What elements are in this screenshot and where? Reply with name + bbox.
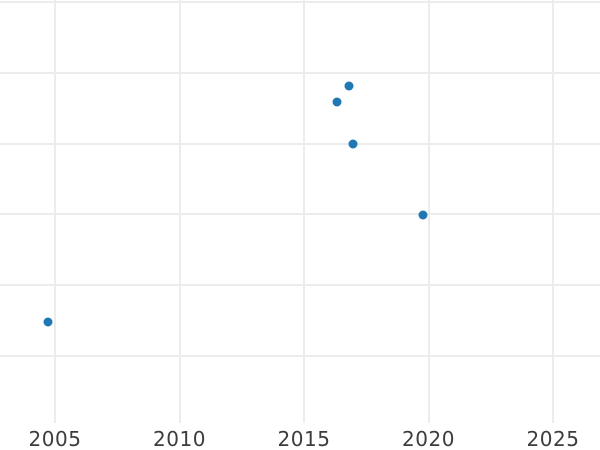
y-gridline [0,1,600,3]
data-point [348,139,358,149]
y-gridline [0,284,600,287]
data-point [332,97,342,107]
x-tick-label: 2025 [526,427,580,450]
data-point [344,81,354,91]
x-tick-label: 2010 [153,427,206,450]
plot-area [0,0,600,425]
x-gridline [303,0,305,423]
y-gridline [0,71,600,74]
x-tick-label: 2015 [277,427,331,450]
data-point [43,317,53,327]
x-tick-label: 2020 [402,427,455,450]
y-gridline [0,213,600,216]
x-gridline [178,0,181,423]
data-point [418,210,428,220]
y-gridline [0,142,600,145]
x-tick-label: 2005 [28,427,82,450]
x-gridline [552,0,554,423]
x-gridline [427,0,430,423]
y-gridline [0,355,600,357]
x-gridline [54,0,56,423]
